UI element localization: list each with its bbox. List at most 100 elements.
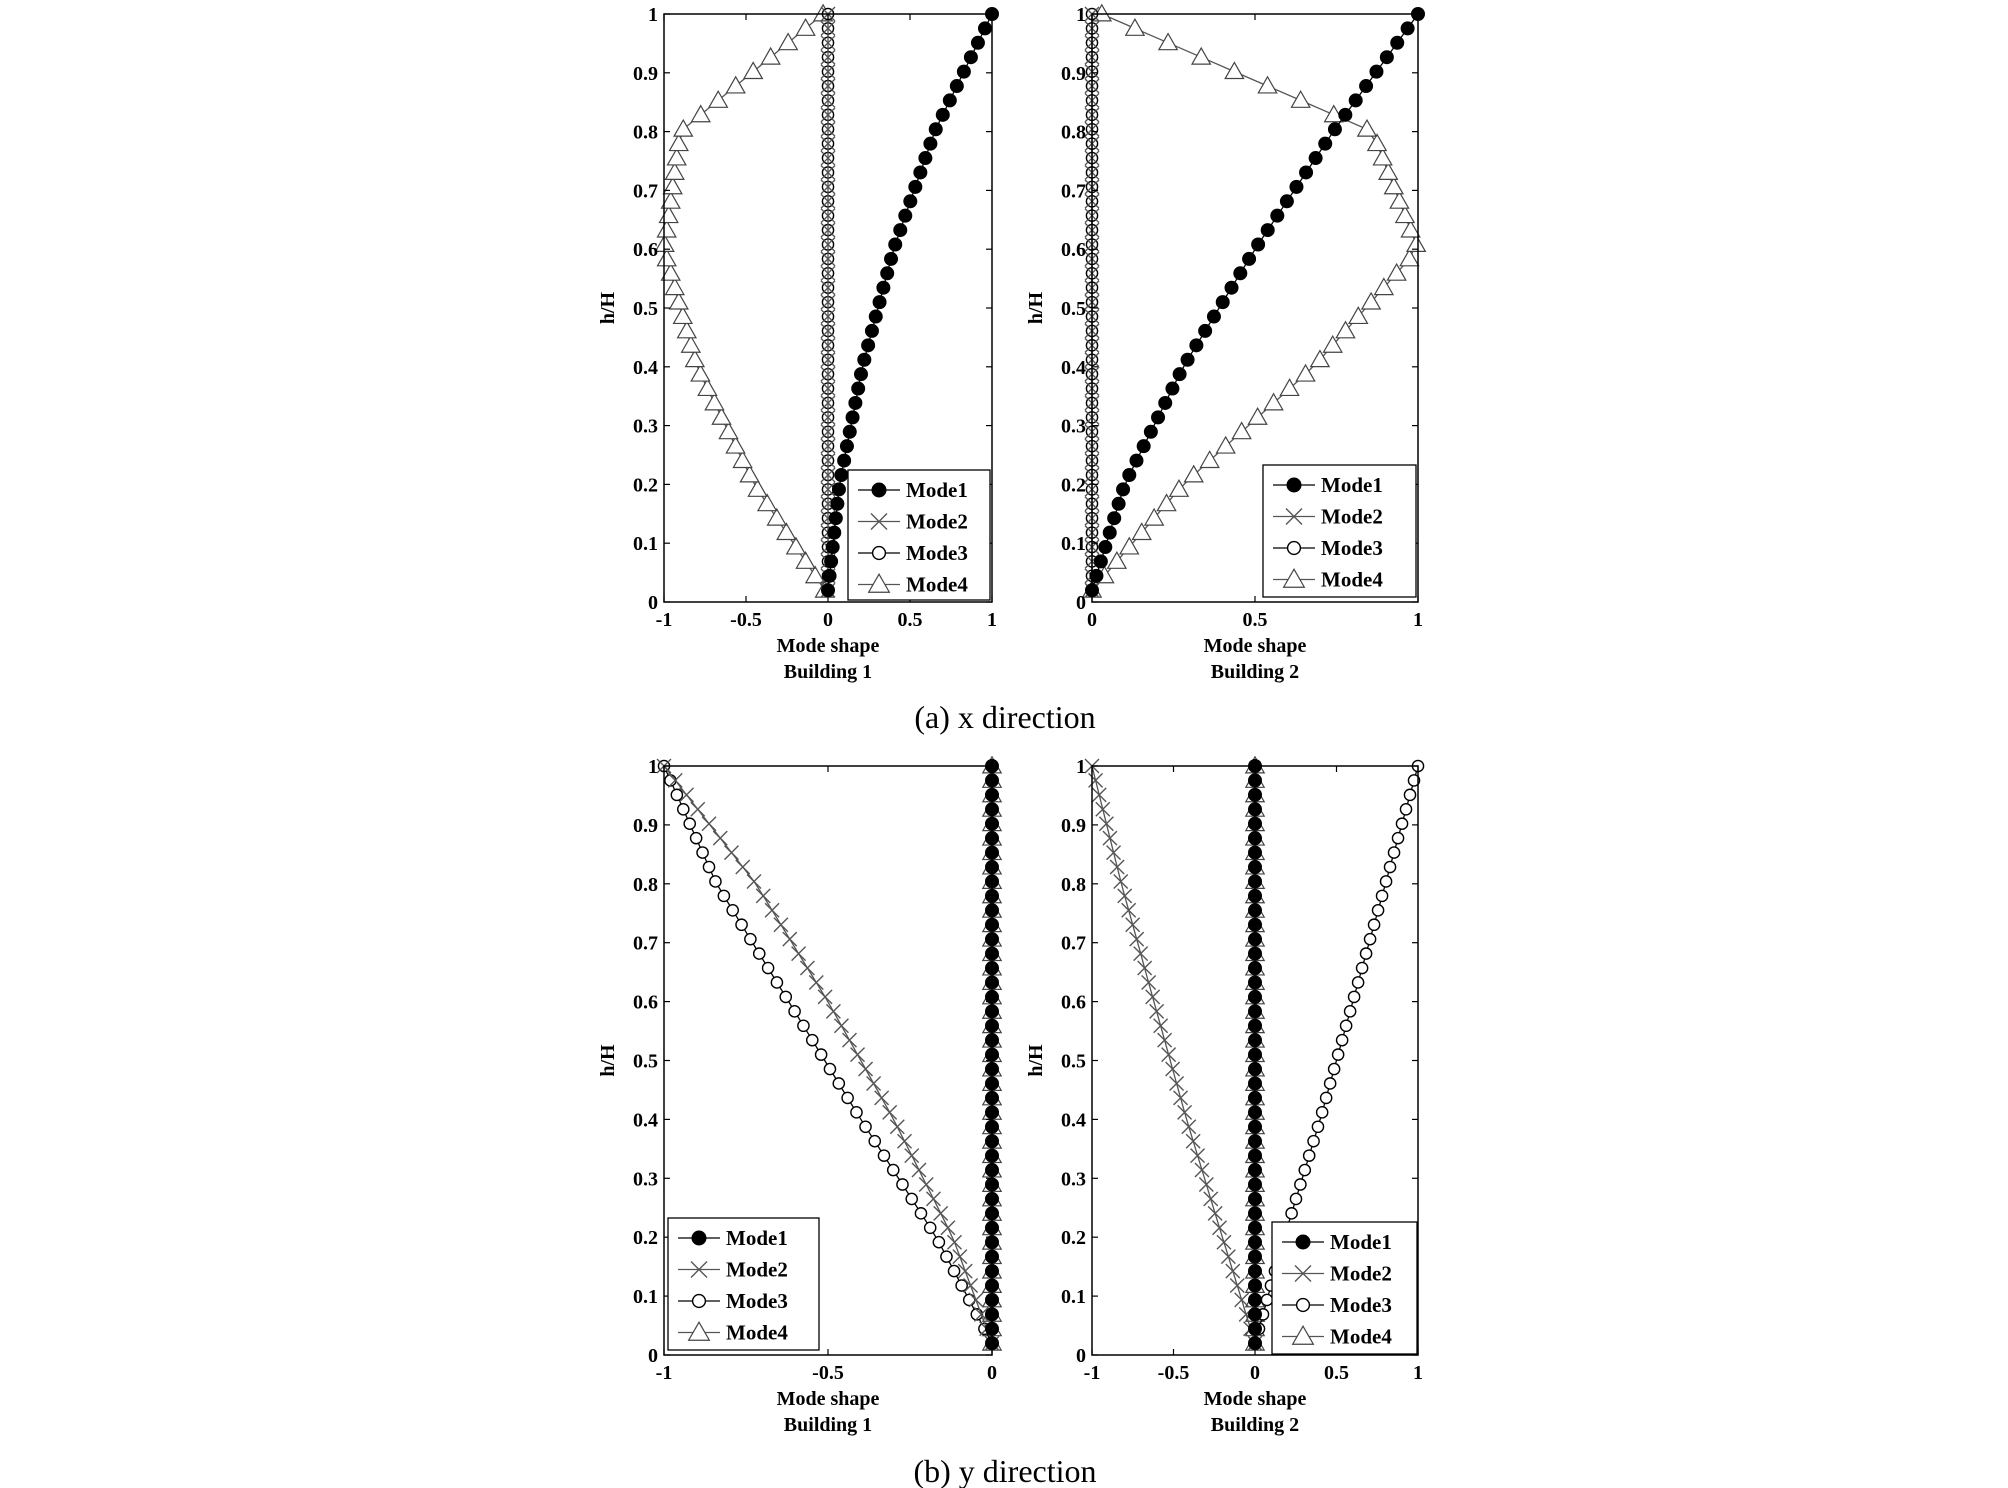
- data-point: [820, 64, 836, 80]
- data-point: [935, 107, 950, 122]
- data-point: [690, 801, 706, 817]
- data-point: [1161, 1047, 1177, 1063]
- data-point: [833, 1018, 849, 1034]
- data-point: [747, 478, 768, 497]
- y-tick-label: 0.3: [1061, 416, 1086, 438]
- series-mode4: [654, 3, 835, 598]
- data-point: [977, 21, 992, 36]
- x-tick-label: 1: [1413, 609, 1423, 631]
- data-point: [851, 381, 866, 396]
- legend-label: Mode1: [906, 478, 968, 502]
- data-point: [1394, 205, 1416, 224]
- data-point: [1248, 1119, 1262, 1134]
- data-point: [1248, 1220, 1262, 1235]
- data-point: [1109, 859, 1125, 875]
- data-point: [1279, 194, 1294, 209]
- data-point: [711, 406, 732, 425]
- data-point: [973, 1306, 989, 1322]
- data-point: [897, 1133, 913, 1149]
- data-point: [1307, 1134, 1320, 1148]
- data-point: [689, 831, 703, 845]
- data-point: [1308, 151, 1323, 166]
- y-tick-label: 0.6: [1061, 992, 1086, 1014]
- data-point: [1248, 1336, 1262, 1351]
- legend-marker: [691, 1230, 707, 1246]
- data-point: [1248, 1134, 1262, 1149]
- y-tick-label: 0.4: [1061, 1109, 1086, 1131]
- data-point: [1091, 787, 1107, 803]
- data-point: [1233, 266, 1248, 281]
- data-point: [820, 366, 836, 382]
- data-point: [704, 392, 725, 411]
- legend-label: Mode2: [1330, 1262, 1392, 1286]
- data-point: [1124, 17, 1146, 36]
- data-point: [828, 511, 843, 526]
- legend-marker: [687, 1320, 711, 1341]
- data-point: [864, 323, 879, 338]
- data-point: [1335, 320, 1356, 339]
- x-tick-label: -1: [656, 609, 673, 631]
- data-point: [1165, 381, 1180, 396]
- data-point: [893, 223, 908, 238]
- data-point: [1181, 1119, 1197, 1135]
- data-point: [898, 208, 913, 223]
- data-point: [712, 830, 728, 846]
- x-tick-label: 0: [987, 1362, 997, 1384]
- data-point: [822, 568, 837, 583]
- data-point: [1248, 845, 1262, 860]
- legend-item: Mode1: [678, 1226, 788, 1250]
- data-point: [820, 337, 836, 353]
- y-tick-label: 0.2: [1061, 1227, 1086, 1249]
- data-point: [1194, 1162, 1210, 1178]
- data-point: [1367, 918, 1381, 932]
- data-point: [1366, 133, 1388, 152]
- data-point: [947, 1264, 961, 1278]
- data-point: [848, 395, 863, 410]
- data-point: [1257, 75, 1278, 94]
- data-point: [1260, 1293, 1274, 1307]
- panel-subtitle: Building 1: [784, 1414, 872, 1436]
- x-tick-label: 0.5: [1324, 1362, 1349, 1384]
- legend-marker: [1295, 1297, 1311, 1313]
- data-point: [1248, 989, 1262, 1004]
- y-tick-label: 0.6: [633, 239, 658, 261]
- data-point: [820, 222, 836, 238]
- data-point: [820, 107, 836, 123]
- data-point: [1248, 888, 1262, 903]
- data-point: [1137, 960, 1153, 976]
- data-point: [918, 151, 933, 166]
- legend-label: Mode4: [726, 1321, 788, 1345]
- data-point: [1248, 903, 1262, 918]
- data-point: [947, 1234, 962, 1250]
- data-point: [1145, 989, 1161, 1005]
- data-point: [1373, 277, 1395, 296]
- data-point: [1143, 507, 1165, 526]
- data-point: [1339, 1019, 1353, 1033]
- data-point: [1248, 1090, 1262, 1105]
- data-point: [1157, 32, 1179, 51]
- y-tick-label: 0.6: [633, 992, 658, 1014]
- y-tick-label: 0.1: [1061, 1286, 1086, 1308]
- data-point: [820, 136, 836, 152]
- data-point: [795, 551, 816, 569]
- data-point: [1343, 1005, 1357, 1018]
- data-point: [1248, 860, 1262, 875]
- data-point: [911, 1162, 927, 1178]
- data-point: [1131, 522, 1152, 541]
- data-point: [868, 309, 883, 324]
- data-point: [776, 522, 797, 541]
- legend-marker: [867, 572, 891, 593]
- data-point: [1298, 1163, 1312, 1177]
- data-point: [717, 889, 731, 903]
- data-point: [1359, 79, 1374, 94]
- data-point: [874, 1090, 890, 1106]
- data-point: [1289, 179, 1304, 194]
- legend-item: Mode3: [1282, 1293, 1392, 1317]
- data-point: [903, 194, 918, 209]
- data-point: [1224, 61, 1245, 80]
- y-tick-label: 1: [1076, 4, 1086, 26]
- data-point: [1248, 1062, 1262, 1077]
- data-point: [837, 453, 852, 468]
- data-point: [709, 875, 722, 888]
- data-point: [842, 424, 857, 439]
